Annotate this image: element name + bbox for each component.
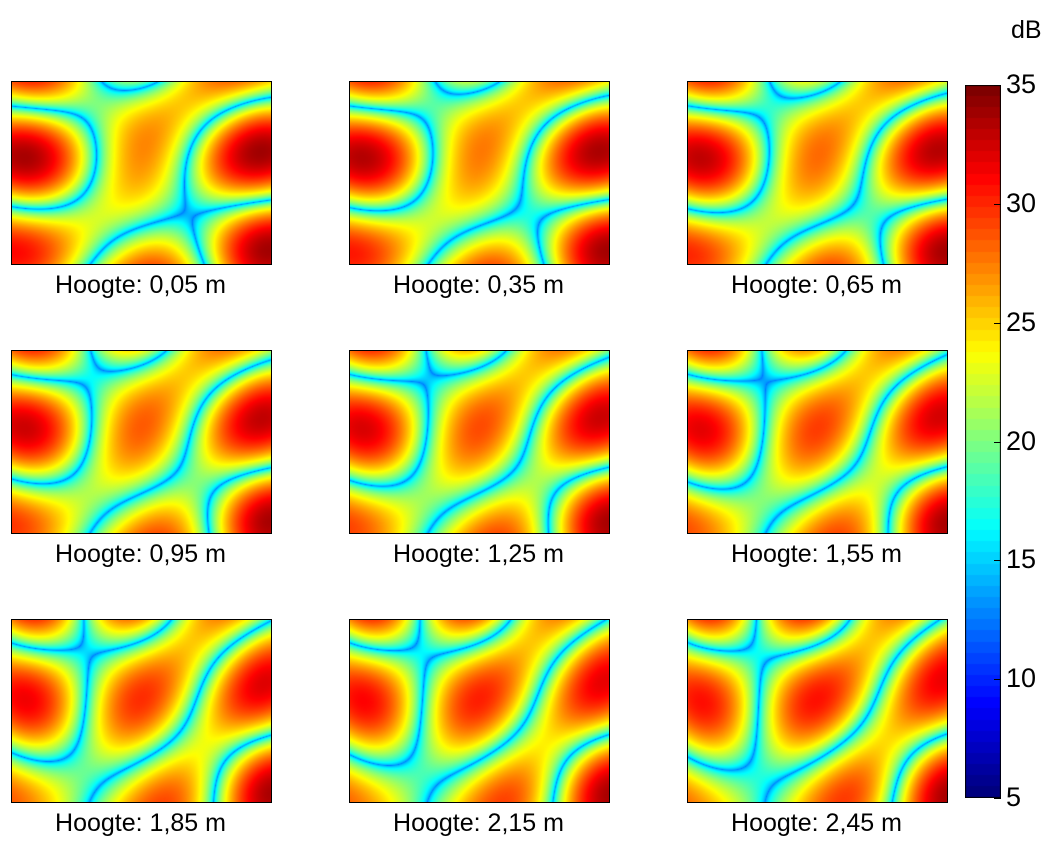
heatmap-panel: Hoogte: 1,85 m — [11, 619, 272, 851]
colorbar-tick — [994, 679, 1001, 681]
heatmap-grid: Hoogte: 0,05 m Hoogte: 0,35 m Hoogte: 0,65… — [11, 81, 948, 837]
heatmap-panel: Hoogte: 2,15 m — [349, 619, 610, 851]
panel-caption: Hoogte: 0,05 m — [55, 271, 226, 299]
panel-caption: Hoogte: 1,55 m — [731, 540, 902, 568]
colorbar-tick — [994, 798, 1001, 799]
heatmap-panel: Hoogte: 0,05 m — [11, 81, 272, 313]
heatmap-image — [687, 619, 948, 803]
panel-caption: Hoogte: 0,35 m — [393, 271, 564, 299]
panel-caption: Hoogte: 0,65 m — [731, 271, 902, 299]
colorbar-tick — [994, 85, 1001, 86]
panel-caption: Hoogte: 1,25 m — [393, 540, 564, 568]
heatmap-panel: Hoogte: 2,45 m — [687, 619, 948, 851]
colorbar-tick — [994, 322, 1001, 324]
panel-caption: Hoogte: 2,15 m — [393, 809, 564, 837]
colorbar-tick-label: 25 — [1006, 306, 1037, 337]
colorbar-tick-label: 5 — [1006, 782, 1022, 812]
heatmap-image — [687, 350, 948, 534]
heatmap-image — [11, 81, 272, 265]
heatmap-image — [349, 350, 610, 534]
colorbar-tick — [994, 441, 1001, 443]
colorbar-tick — [994, 560, 1001, 562]
heatmap-panel: Hoogte: 1,25 m — [349, 350, 610, 582]
heatmap-image — [687, 81, 948, 265]
heatmap-image — [349, 81, 610, 265]
colorbar-unit-label: dB — [1011, 16, 1042, 44]
heatmap-panel: Hoogte: 1,55 m — [687, 350, 948, 582]
heatmap-image — [11, 350, 272, 534]
heatmap-panel: Hoogte: 0,35 m — [349, 81, 610, 313]
heatmap-panel: Hoogte: 0,65 m — [687, 81, 948, 313]
heatmap-image — [11, 619, 272, 803]
heatmap-image — [349, 619, 610, 803]
colorbar-tick-label: 20 — [1006, 425, 1037, 456]
colorbar-tick — [994, 203, 1001, 205]
panel-caption: Hoogte: 2,45 m — [731, 809, 902, 837]
colorbar-tick-label: 30 — [1006, 187, 1037, 218]
heatmap-panel: Hoogte: 0,95 m — [11, 350, 272, 582]
panel-caption: Hoogte: 0,95 m — [55, 540, 226, 568]
panel-caption: Hoogte: 1,85 m — [55, 809, 226, 837]
colorbar-tick-label: 10 — [1006, 663, 1037, 694]
colorbar-tick-label: 35 — [1006, 69, 1037, 99]
colorbar-tick-label: 15 — [1006, 544, 1037, 575]
